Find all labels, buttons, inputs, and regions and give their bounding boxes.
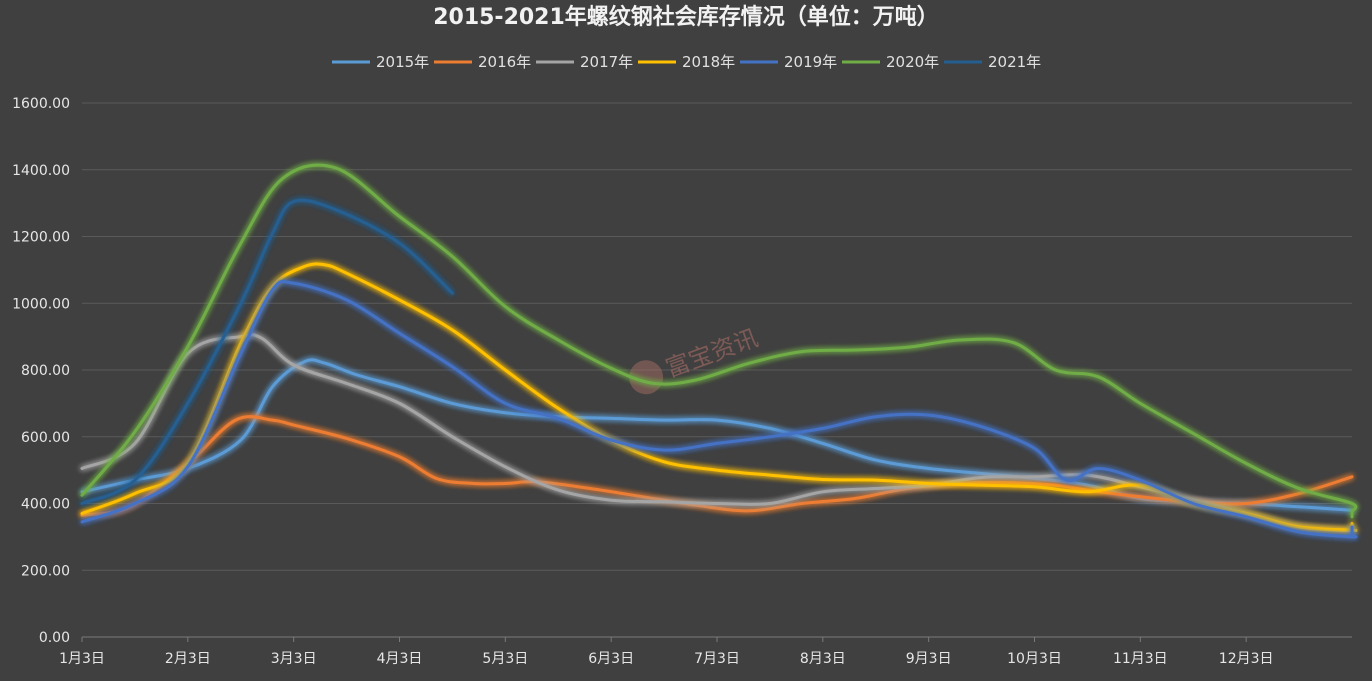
watermark-group: 富宝资讯 [629,324,762,395]
chart-title: 2015-2021年螺纹钢社会库存情况（单位：万吨） [433,4,939,30]
legend-label: 2017年 [580,53,633,71]
x-tick-label: 11月3日 [1113,651,1168,667]
series-line [80,198,454,505]
x-tick-label: 4月3日 [377,651,423,667]
series-lines [80,163,1358,539]
x-tick-label: 2月3日 [165,651,211,667]
x-tick-label: 1月3日 [59,651,105,667]
y-tick-label: 200.00 [21,563,70,579]
x-tick-label: 8月3日 [800,651,846,667]
x-tick-label: 6月3日 [588,651,634,667]
series-line [80,280,1358,539]
x-tick-label: 9月3日 [906,651,952,667]
y-tick-label: 1000.00 [12,296,70,312]
series-line [80,262,1358,533]
legend: 2015年 2016年 2017年 2018年 2019年 2020年 2021年 [332,53,1041,71]
y-tick-label: 800.00 [21,363,70,379]
gridlines [82,102,1352,638]
legend-label: 2016年 [478,53,531,71]
legend-label: 2018年 [682,53,735,71]
x-axis: 1月3日 2月3日 3月3日 4月3日 5月3日 6月3日 7月3日 8月3日 9月3日 10月3… [59,637,1274,667]
series-line [80,415,1354,517]
y-tick-label: 400.00 [21,497,70,513]
legend-label: 2020年 [886,53,939,71]
y-tick-label: 1200.00 [12,230,70,246]
legend-label: 2015年 [376,53,429,71]
x-tick-label: 10月3日 [1007,651,1062,667]
y-tick-label: 600.00 [21,430,70,446]
y-tick-label: 0.00 [39,630,70,646]
x-tick-label: 3月3日 [271,651,317,667]
series-line [80,163,1358,519]
legend-label: 2019年 [784,53,837,71]
watermark-logo-icon [629,360,664,395]
x-tick-label: 12月3日 [1219,651,1274,667]
y-axis: 0.00 200.00 400.00 600.00 800.00 1000.00 1200.… [12,96,70,646]
x-tick-label: 7月3日 [694,651,740,667]
legend-label: 2021年 [988,53,1041,71]
y-tick-label: 1400.00 [12,163,70,179]
series-line [80,358,1354,512]
watermark: 富宝资讯 [629,324,762,395]
x-tick-label: 5月3日 [482,651,528,667]
y-tick-label: 1600.00 [12,96,70,112]
